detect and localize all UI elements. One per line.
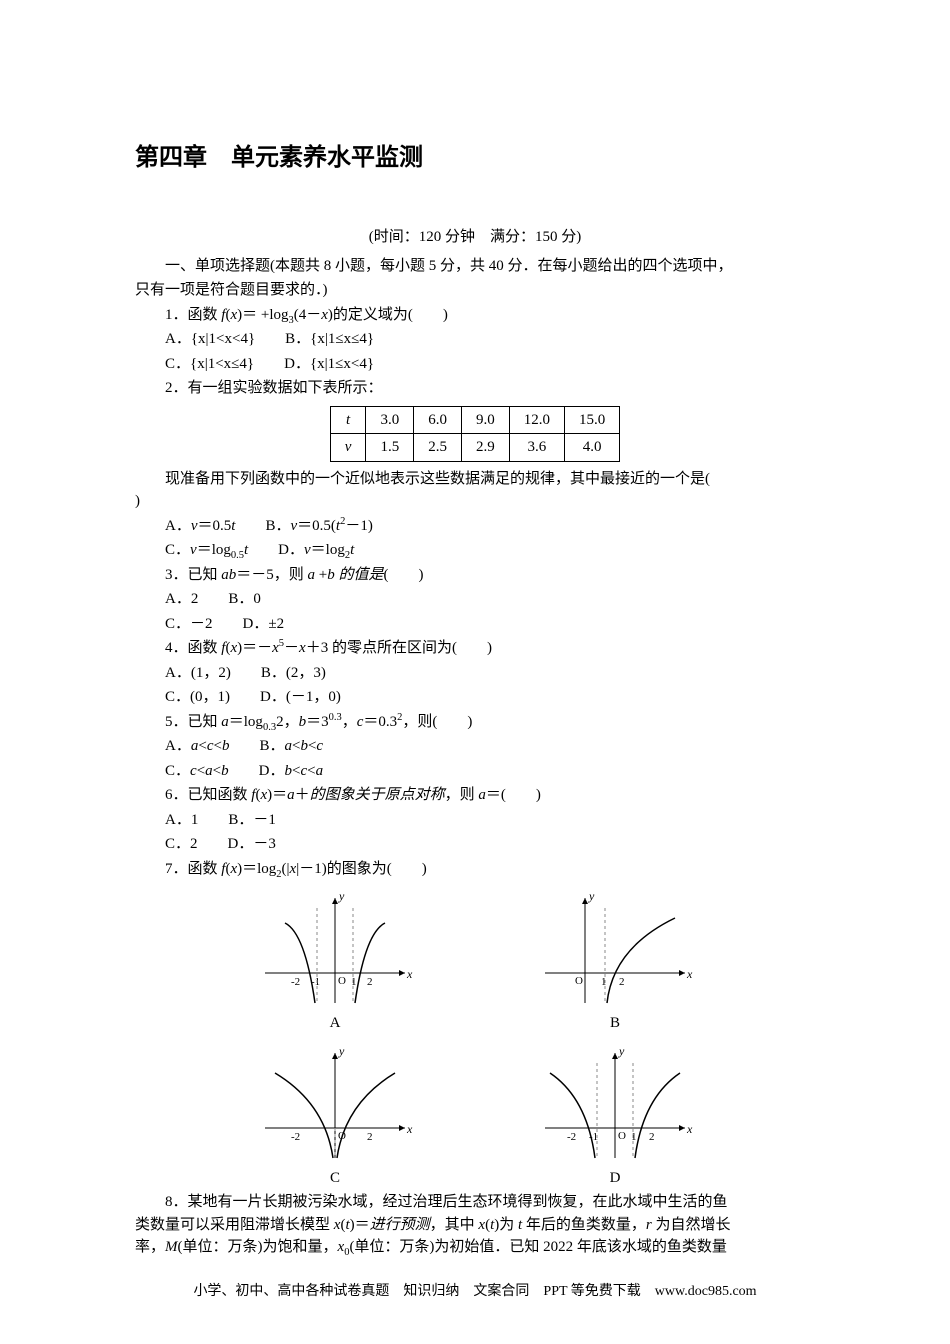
svg-text:y: y [618, 1044, 625, 1058]
q5-opts-cd: C．c<a<b D．b<c<a [135, 760, 815, 783]
svg-text:y: y [588, 889, 595, 903]
exam-meta: (时间：120 分钟 满分：150 分) [135, 226, 815, 249]
question-8-line3: 率，M(单位：万条)为饱和量，x0(单位：万条)为初始值．已知 2022 年底该… [135, 1236, 815, 1259]
svg-text:1: 1 [631, 1131, 637, 1143]
table-row: t 3.0 6.0 9.0 12.0 15.0 [330, 406, 619, 434]
question-7: 7．函数 f(x)＝log2(|x|－1)的图象为( ) [135, 858, 815, 881]
graph-B: x y O 1 2 B [535, 888, 695, 1035]
question-2-after: 现准备用下列函数中的一个近似地表示这些数据满足的规律，其中最接近的一个是( [135, 468, 815, 491]
page-title: 第四章 单元素养水平监测 [135, 140, 815, 176]
question-8-line2: 类数量可以采用阻滞增长模型 x(t)＝进行预测，其中 x(t)为 t 年后的鱼类… [135, 1214, 815, 1237]
question-2-closing: ) [135, 490, 815, 513]
svg-text:2: 2 [649, 1131, 655, 1143]
svg-text:1: 1 [351, 976, 357, 988]
question-5: 5．已知 a＝log0.32，b＝30.3，c＝0.32，则( ) [135, 711, 815, 734]
question-4: 4．函数 f(x)＝－x5－x＋3 的零点所在区间为( ) [135, 637, 815, 660]
page-footer: 小学、初中、高中各种试卷真题 知识归纳 文案合同 PPT 等免费下载 www.d… [0, 1281, 950, 1302]
table-row: v 1.5 2.5 2.9 3.6 4.0 [330, 434, 619, 462]
data-table: t 3.0 6.0 9.0 12.0 15.0 v 1.5 2.5 2.9 3.… [330, 406, 620, 462]
svg-text:x: x [406, 1122, 413, 1136]
graph-label-D: D [610, 1167, 621, 1190]
graph-label-C: C [330, 1167, 340, 1190]
q5-opts-ab: A．a<c<b B．a<b<c [135, 735, 815, 758]
svg-text:-2: -2 [291, 976, 300, 988]
svg-text:O: O [575, 975, 583, 987]
svg-text:2: 2 [367, 1131, 373, 1143]
svg-text:1: 1 [601, 976, 607, 988]
graph-C: x y O -2 2 C [255, 1043, 415, 1190]
q2-opts-cd: C．v＝log0.5t D．v＝log2t [135, 539, 815, 562]
svg-text:-2: -2 [291, 1131, 300, 1143]
graph-row-2: x y O -2 2 C x y O -2 -1 1 [135, 1043, 815, 1190]
q2-opts-ab: A．v＝0.5t B．v＝0.5(t2－1) [135, 515, 815, 538]
svg-text:2: 2 [367, 976, 373, 988]
question-8-line1: 8．某地有一片长期被污染水域，经过治理后生态环境得到恢复，在此水域中生活的鱼 [135, 1191, 815, 1214]
svg-text:x: x [406, 967, 413, 981]
q3-opts-ab: A．2 B．0 [135, 588, 815, 611]
graph-D: x y O -2 -1 1 2 D [535, 1043, 695, 1190]
q4-opts-cd: C．(0，1) D．(－1，0) [135, 686, 815, 709]
graph-label-B: B [610, 1012, 620, 1035]
svg-text:-2: -2 [567, 1131, 576, 1143]
question-1: 1．函数 f(x)＝ +log3(4－x)的定义域为( ) [135, 304, 815, 327]
question-2: 2．有一组实验数据如下表所示： [135, 377, 815, 400]
q1-opts-ab: A．{x|1<x<4} B．{x|1≤x≤4} [135, 328, 815, 351]
svg-text:x: x [686, 1122, 693, 1136]
question-3: 3．已知 ab＝－5，则 a +b 的值是( ) [135, 564, 815, 587]
q3-opts-cd: C．－2 D．±2 [135, 613, 815, 636]
svg-text:y: y [338, 889, 345, 903]
svg-text:2: 2 [619, 976, 625, 988]
section-header: 一、单项选择题(本题共 8 小题，每小题 5 分，共 40 分．在每小题给出的四… [135, 255, 815, 278]
q4-opts-ab: A．(1，2) B．(2，3) [135, 662, 815, 685]
svg-text:O: O [338, 975, 346, 987]
q6-opts-cd: C．2 D．－3 [135, 833, 815, 856]
question-6: 6．已知函数 f(x)＝a＋的图象关于原点对称，则 a＝( ) [135, 784, 815, 807]
svg-text:x: x [686, 967, 693, 981]
svg-text:O: O [618, 1130, 626, 1142]
graph-row-1: x y O -2 -1 1 2 A x y [135, 888, 815, 1035]
svg-text:y: y [338, 1044, 345, 1058]
section-header-cont: 只有一项是符合题目要求的．) [135, 279, 815, 302]
q1-opts-cd: C．{x|1<x≤4} D．{x|1≤x<4} [135, 353, 815, 376]
graph-A: x y O -2 -1 1 2 A [255, 888, 415, 1035]
q6-opts-ab: A．1 B．－1 [135, 809, 815, 832]
graph-label-A: A [330, 1012, 341, 1035]
